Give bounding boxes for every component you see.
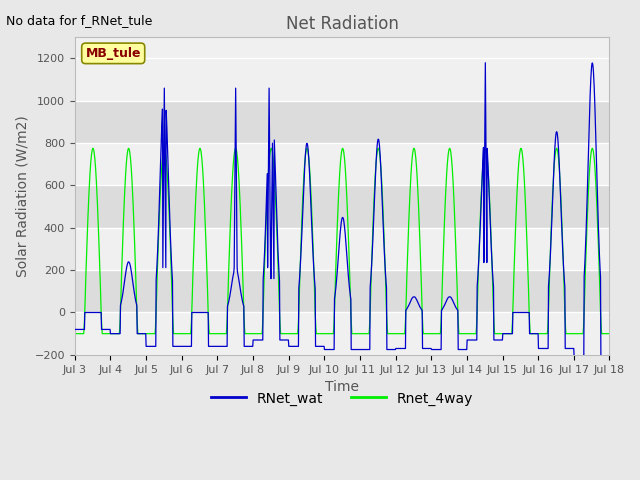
RNet_wat [481, 60, 489, 66]
Rnet_4way [543, 331, 550, 336]
Text: No data for f_RNet_tule: No data for f_RNet_tule [6, 14, 153, 27]
Rnet_4way [426, 331, 433, 336]
Line: Rnet_4way: Rnet_4way [75, 148, 609, 334]
Bar [75, 59, 609, 101]
X-axis label: Time: Time [325, 380, 359, 394]
RNet_wat [425, 346, 433, 351]
Title: Net Radiation: Net Radiation [285, 15, 399, 33]
Text: MB_tule: MB_tule [86, 47, 141, 60]
Rnet_4way [605, 331, 613, 336]
Bar [75, 101, 609, 143]
Rnet_4way [71, 331, 79, 336]
Bar [75, 143, 609, 185]
RNet_wat [177, 344, 184, 349]
Y-axis label: Solar Radiation (W/m2): Solar Radiation (W/m2) [15, 115, 29, 277]
Rnet_4way [177, 331, 185, 336]
Bar [75, 312, 609, 355]
Rnet_4way [250, 331, 258, 336]
Rnet_4way [495, 331, 503, 336]
RNet_wat [190, 310, 198, 315]
RNet_wat [543, 346, 550, 351]
RNet_wat [570, 354, 578, 360]
Line: RNet_wat: RNet_wat [75, 63, 609, 357]
RNet_wat [495, 337, 503, 343]
RNet_wat [250, 337, 257, 343]
Rnet_4way [89, 145, 97, 151]
Bar [75, 270, 609, 312]
Bar [75, 228, 609, 270]
RNet_wat [605, 354, 613, 360]
Rnet_4way [190, 238, 198, 244]
Bar [75, 185, 609, 228]
RNet_wat [71, 326, 79, 332]
Legend: RNet_wat, Rnet_4way: RNet_wat, Rnet_4way [205, 386, 479, 411]
